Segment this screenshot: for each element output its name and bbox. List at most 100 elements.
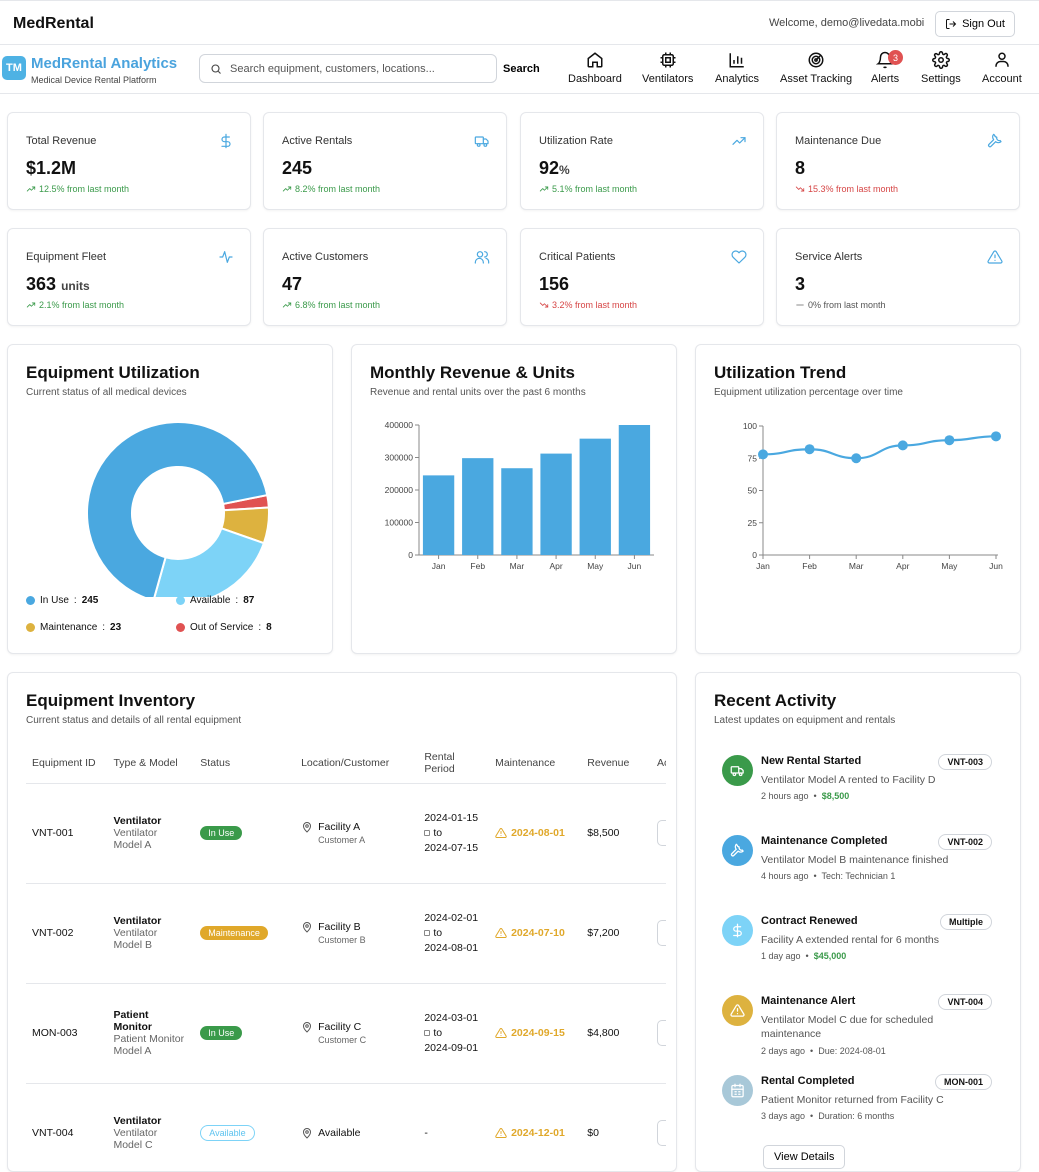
- donut-slice-available[interactable]: [153, 526, 266, 597]
- stat-value: 3: [795, 274, 805, 295]
- location-name: Facility B: [318, 921, 361, 933]
- view-details-button[interactable]: View Details: [656, 1020, 666, 1046]
- table-row[interactable]: VNT-004 Ventilator Ventilator Model C Avail…: [26, 1083, 666, 1171]
- trend-point-feb[interactable]: [804, 444, 815, 455]
- location-name: Available: [318, 1127, 361, 1139]
- search-button[interactable]: Search: [503, 63, 540, 75]
- activity-time: 2 days ago: [761, 1046, 806, 1056]
- nav-analytics[interactable]: Analytics: [715, 51, 759, 85]
- equipment-type: Patient Monitor: [113, 1009, 152, 1033]
- nav-dashboard[interactable]: Dashboard: [568, 51, 622, 85]
- period-end: 2024-07-15: [424, 841, 479, 854]
- nav-account[interactable]: Account: [982, 51, 1022, 85]
- column-header[interactable]: Status: [194, 743, 296, 784]
- status-cell: In Use: [194, 783, 296, 884]
- view-details-button[interactable]: View Details: [656, 920, 666, 946]
- activity-item[interactable]: Rental Completed MON-001 Patient Monitor r…: [722, 1074, 992, 1145]
- rental-period: 2024-01-15 to 2024-07-15: [418, 783, 490, 884]
- nav-settings[interactable]: Settings: [921, 51, 961, 85]
- activity-meta: 2 hours ago • $8,500: [761, 791, 850, 801]
- nav-ventilators[interactable]: Ventilators: [642, 51, 693, 85]
- bar-feb[interactable]: [462, 458, 494, 555]
- activity-time: 3 days ago: [761, 1111, 806, 1121]
- x-tick-label: Apr: [896, 561, 909, 571]
- sign-out-button[interactable]: Sign Out: [935, 11, 1015, 37]
- column-header[interactable]: Equipment ID: [26, 743, 108, 784]
- x-tick-label: Feb: [470, 561, 485, 571]
- stat-change: 12.5% from last month: [26, 184, 129, 194]
- column-header[interactable]: Actions: [650, 743, 666, 784]
- type-model: Ventilator Ventilator Model B: [107, 883, 195, 984]
- card-subtitle: Latest updates on equipment and rentals: [714, 715, 896, 726]
- stat-label: Equipment Fleet: [26, 251, 107, 263]
- period-end: 2024-09-01: [424, 1041, 479, 1054]
- card-subtitle: Current status and details of all rental…: [26, 715, 242, 726]
- logo-subtitle: Medical Device Rental Platform: [31, 75, 157, 85]
- bar-may[interactable]: [579, 438, 611, 555]
- donut-slice-in-use[interactable]: [86, 421, 269, 597]
- view-details-button[interactable]: View Details: [656, 1120, 666, 1146]
- activity-desc: Patient Monitor returned from Facility C: [761, 1094, 944, 1106]
- activity-item[interactable]: Maintenance Alert VNT-004 Ventilator Model…: [722, 994, 992, 1065]
- monthly-revenue-card: Monthly Revenue & Units Revenue and rent…: [351, 344, 677, 654]
- search-input[interactable]: [230, 62, 480, 75]
- card-title: Recent Activity: [714, 691, 837, 710]
- stat-value: 8: [795, 158, 805, 179]
- stat-card-utilization-rate: Utilization Rate 92% 5.1% from last month: [520, 112, 764, 210]
- activity-icon-circle: [722, 915, 753, 946]
- legend-suffix: :: [102, 622, 106, 633]
- trend-point-apr[interactable]: [897, 440, 908, 451]
- rental-period: 2024-03-01 to 2024-09-01: [418, 983, 490, 1084]
- recent-activity-card: Recent Activity Latest updates on equipm…: [695, 672, 1021, 1172]
- activity-item[interactable]: Contract Renewed Multiple Facility A exten…: [722, 914, 992, 985]
- bar-jan[interactable]: [422, 475, 455, 555]
- column-header[interactable]: Maintenance: [489, 743, 582, 784]
- calendar-icon: [424, 830, 431, 836]
- location-name: Facility A: [318, 821, 361, 833]
- legend-label: In Use: [40, 595, 69, 606]
- nav-alerts[interactable]: 3 Alerts: [871, 50, 903, 85]
- table-row[interactable]: MON-003 Patient Monitor Patient Monitor Mo…: [26, 983, 666, 1084]
- bar-jun[interactable]: [618, 425, 651, 555]
- view-details-button[interactable]: View Details: [656, 820, 666, 846]
- bar-apr[interactable]: [540, 453, 572, 555]
- table-row[interactable]: VNT-002 Ventilator Ventilator Model B Maint…: [26, 883, 666, 984]
- bar-mar[interactable]: [501, 468, 533, 555]
- trend-point-jan[interactable]: [758, 449, 768, 460]
- activity-item[interactable]: Maintenance Completed VNT-002 Ventilator M…: [722, 834, 992, 905]
- warning-icon: [495, 1127, 507, 1138]
- stat-icon: [731, 249, 747, 265]
- logo-badge[interactable]: TM: [2, 56, 26, 80]
- inventory-table-wrap[interactable]: Equipment ID Type & Model Status Location/C…: [26, 743, 666, 1171]
- stat-change: 6.8% from last month: [282, 300, 380, 310]
- column-header[interactable]: Revenue: [581, 743, 651, 784]
- table-row[interactable]: VNT-001 Ventilator Ventilator Model A In Us…: [26, 783, 666, 884]
- activity-item[interactable]: New Rental Started VNT-003 Ventilator Mode…: [722, 754, 992, 825]
- map-pin-icon: [303, 822, 312, 833]
- stat-label: Active Customers: [282, 251, 369, 263]
- actions-cell: View Details: [650, 983, 666, 1084]
- nav-asset-tracking[interactable]: Asset Tracking: [780, 51, 852, 85]
- stat-icon: [218, 249, 234, 265]
- status-badge: In Use: [200, 1026, 243, 1040]
- utilization-line-chart: 0 25 50 75 100 Jan Feb Mar Apr May Jun: [743, 421, 1003, 571]
- location-cell: Facility B Customer B: [295, 883, 419, 984]
- equipment-id: VNT-001: [26, 783, 108, 884]
- equipment-id: MON-003: [26, 983, 108, 1084]
- column-header[interactable]: Location/Customer: [295, 743, 419, 784]
- column-header[interactable]: Rental Period: [418, 743, 490, 784]
- stat-label: Active Rentals: [282, 135, 353, 147]
- trend-point-mar[interactable]: [851, 453, 862, 464]
- trend-point-jun[interactable]: [991, 431, 1001, 442]
- column-header[interactable]: Type & Model: [107, 743, 195, 784]
- maintenance-cell: 2024-07-10: [489, 883, 582, 984]
- rental-period: -: [418, 1083, 490, 1171]
- y-tick-label: 0: [408, 550, 413, 560]
- trend-point-may[interactable]: [944, 435, 955, 446]
- type-model: Ventilator Ventilator Model C: [107, 1083, 195, 1171]
- x-tick-label: May: [587, 561, 604, 571]
- logo-title[interactable]: MedRental Analytics: [31, 55, 178, 72]
- equipment-type: Ventilator: [113, 1115, 162, 1127]
- view-details-button[interactable]: View Details: [763, 1145, 846, 1169]
- utilization-trend-card: Utilization Trend Equipment utilization …: [695, 344, 1021, 654]
